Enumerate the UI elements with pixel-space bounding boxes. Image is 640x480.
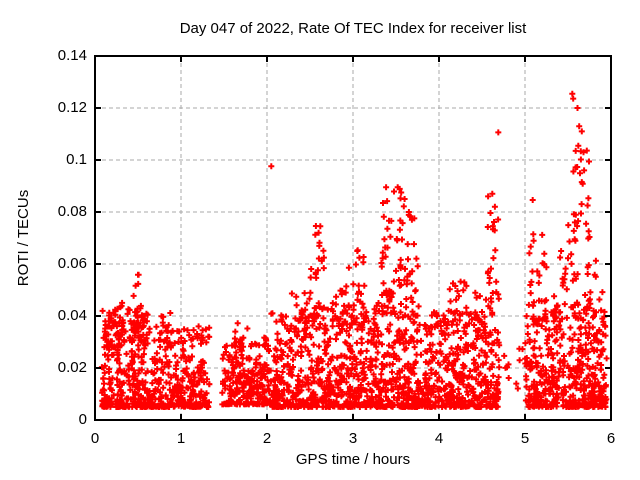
- x-tick-label: 2: [262, 430, 272, 447]
- x-tick-label: 4: [434, 430, 444, 447]
- y-tick-label: 0.06: [57, 255, 87, 272]
- x-tick-label: 0: [90, 430, 100, 447]
- x-tick-label: 1: [176, 430, 186, 447]
- tick-marks: [94, 55, 612, 421]
- x-axis-label: GPS time / hours: [295, 451, 411, 468]
- x-tick-label: 6: [606, 430, 616, 447]
- x-tick-label: 3: [348, 430, 358, 447]
- y-tick-label: 0.12: [57, 99, 87, 116]
- y-tick-label: 0: [78, 411, 87, 428]
- y-tick-label: 0.02: [57, 359, 87, 376]
- y-tick-label: 0.1: [66, 151, 87, 168]
- y-tick-label: 0.14: [57, 47, 87, 64]
- y-tick-label: 0.04: [57, 307, 87, 324]
- chart-title: Day 047 of 2022, Rate Of TEC Index for r…: [179, 20, 527, 37]
- y-tick-label: 0.08: [57, 203, 87, 220]
- x-tick-label: 5: [520, 430, 530, 447]
- scatter-points: [98, 90, 610, 410]
